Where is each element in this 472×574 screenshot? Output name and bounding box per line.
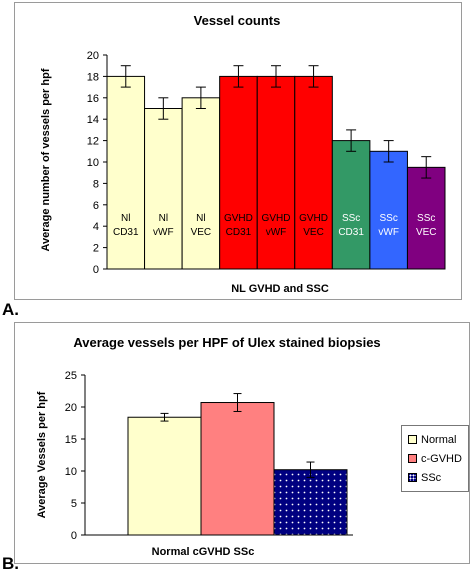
y-tick-label: 5 xyxy=(71,498,77,510)
chart-panel-a: Vessel counts NL GVHD and SSC Average nu… xyxy=(14,2,462,300)
bar xyxy=(256,75,296,270)
bar-label: SSc xyxy=(379,213,397,224)
bar xyxy=(273,469,348,536)
x-axis-title: NL GVHD and SSC xyxy=(231,283,329,295)
chart-title: Average vessels per HPF of Ulex stained … xyxy=(73,335,380,350)
bar-label: Nl xyxy=(159,213,168,224)
bar-label: CD31 xyxy=(226,227,252,238)
bar-label: VEC xyxy=(303,227,324,238)
bar-label: GVHD xyxy=(299,213,328,224)
bar xyxy=(200,402,275,536)
y-tick-label: 0 xyxy=(71,530,77,542)
legend-item: Normal xyxy=(408,430,462,449)
bar-label: vWF xyxy=(266,227,287,238)
y-tick-label: 6 xyxy=(93,200,99,212)
y-tick-label: 20 xyxy=(65,402,77,414)
legend-swatch xyxy=(408,454,417,463)
bar-label: VEC xyxy=(191,227,212,238)
legend-label: Normal xyxy=(421,433,457,446)
y-tick-label: 8 xyxy=(93,178,99,190)
x-axis-title: Normal cGVHD SSc xyxy=(152,546,255,558)
bar-label: GVHD xyxy=(224,213,253,224)
legend-label: SSc xyxy=(421,471,442,484)
bar xyxy=(127,416,202,536)
bar xyxy=(181,97,221,270)
bar-label: SSc xyxy=(417,213,435,224)
legend-swatch xyxy=(408,473,417,482)
plot-area: 0 5 10 15 20 25 xyxy=(65,370,353,542)
y-axis-title: Average Vessels per hpf xyxy=(36,391,48,518)
bar xyxy=(144,108,183,270)
y-axis-title: Average number of vessels per hpf xyxy=(40,68,52,251)
y-tick-label: 10 xyxy=(65,466,77,478)
legend-swatch xyxy=(408,435,417,444)
y-tick-label: 18 xyxy=(87,71,99,83)
bar xyxy=(331,140,371,270)
bar-label: CD31 xyxy=(338,227,364,238)
vessel-counts-chart: Vessel counts NL GVHD and SSC Average nu… xyxy=(40,13,446,295)
y-tick-label: 2 xyxy=(93,243,99,255)
chart-panel-b: Average vessels per HPF of Ulex stained … xyxy=(14,322,470,564)
bar-label: GVHD xyxy=(262,213,291,224)
plot-area: 0 2 4 6 8 10 12 14 16 18 20 Nl CD31 Nl vWF Nl VEC GVHD CD3… xyxy=(87,50,446,276)
y-tick-label: 10 xyxy=(87,157,99,169)
bar-label: vWF xyxy=(153,227,174,238)
panel-label-b: B. xyxy=(2,554,19,573)
panel-label-a: A. xyxy=(2,300,19,319)
y-tick-label: 15 xyxy=(65,434,77,446)
legend: Normal c-GVHD SSc xyxy=(401,425,469,492)
bar-label: SSc xyxy=(342,213,360,224)
bar-label: vWF xyxy=(378,227,399,238)
bar xyxy=(369,150,408,270)
y-tick-label: 20 xyxy=(87,50,99,62)
bar xyxy=(219,75,258,270)
y-tick-label: 12 xyxy=(87,136,99,148)
y-tick-label: 16 xyxy=(87,93,99,105)
bar-label: Nl xyxy=(121,213,130,224)
y-tick-label: 4 xyxy=(93,221,99,233)
bar xyxy=(106,75,146,270)
bar-label: CD31 xyxy=(113,227,139,238)
legend-item: SSc xyxy=(408,468,462,487)
legend-label: c-GVHD xyxy=(421,452,462,465)
legend-item: c-GVHD xyxy=(408,449,462,468)
bar-label: Nl xyxy=(196,213,205,224)
bar-label: VEC xyxy=(416,227,437,238)
ulex-vessels-chart: Average vessels per HPF of Ulex stained … xyxy=(36,335,381,558)
bar xyxy=(294,75,333,270)
chart-title: Vessel counts xyxy=(194,13,281,28)
y-tick-label: 25 xyxy=(65,370,77,382)
y-tick-label: 14 xyxy=(87,114,99,126)
y-tick-label: 0 xyxy=(93,264,99,276)
